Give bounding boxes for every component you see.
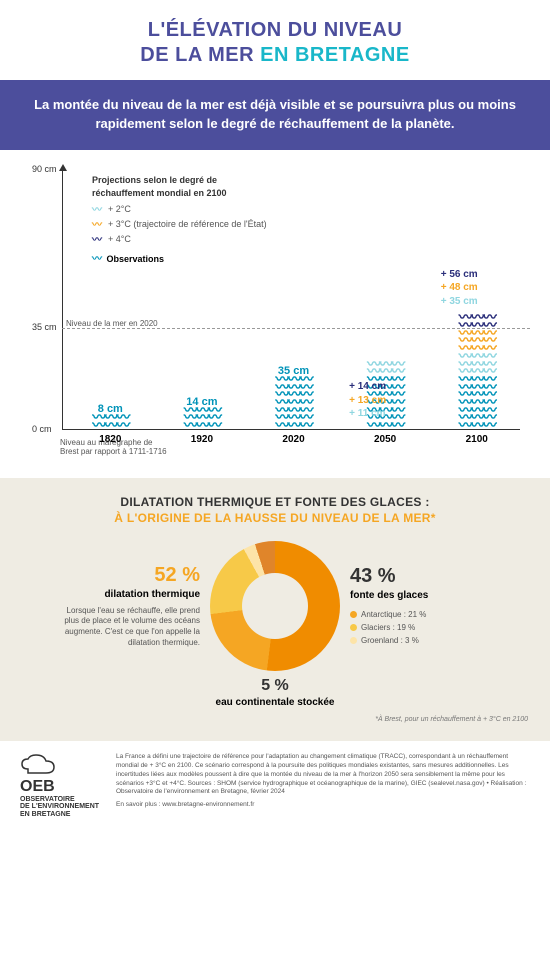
observations-text: Observations bbox=[107, 254, 165, 264]
footer-body: La France a défini une trajectoire de ré… bbox=[116, 753, 526, 795]
y-tick: 35 cm bbox=[32, 322, 57, 332]
proj-label: + 11 cm bbox=[349, 407, 386, 421]
y-axis bbox=[62, 170, 63, 430]
footer-more: En savoir plus : www.bretagne-environnem… bbox=[116, 801, 530, 810]
legend-item: 〰 + 2°C bbox=[92, 203, 267, 218]
ice-legend-item: Glaciers : 19 % bbox=[350, 622, 490, 635]
legend-dot bbox=[350, 637, 357, 644]
causes-title-line2: À L'ORIGINE DE LA HAUSSE DU NIVEAU DE LA… bbox=[22, 510, 528, 527]
year-label: 2050 bbox=[355, 434, 415, 445]
ice-label: fonte des glaces bbox=[350, 590, 490, 601]
donut-chart bbox=[210, 541, 340, 671]
wave-row: 〰〰〰 bbox=[459, 422, 495, 430]
donut-hole bbox=[242, 573, 308, 639]
legend-dot bbox=[350, 624, 357, 631]
donut-row: 52 % dilatation thermique Lorsque l'eau … bbox=[22, 541, 528, 671]
title-line1: L'ÉLÉVATION DU NIVEAU bbox=[148, 19, 403, 41]
wave-icon: 〰 bbox=[92, 203, 104, 218]
ice-pct: 43 % bbox=[350, 565, 490, 588]
wave-row: 〰〰〰 bbox=[92, 422, 128, 430]
baseline-label: Niveau de la mer en 2020 bbox=[66, 319, 158, 328]
continental-block: 5 % eau continentale stockée bbox=[22, 677, 528, 708]
legend-title: Projections selon le degré de réchauffem… bbox=[92, 174, 267, 201]
thermal-desc: Lorsque l'eau se réchauffe, elle prend p… bbox=[60, 606, 200, 649]
causes-section: DILATATION THERMIQUE ET FONTE DES GLACES… bbox=[0, 478, 550, 742]
title-line2a: DE LA MER bbox=[140, 44, 260, 66]
ice-legend-item: Antarctique : 21 % bbox=[350, 609, 490, 622]
footer-text: La France a défini une trajectoire de ré… bbox=[116, 753, 530, 810]
chart-area: Projections selon le degré de réchauffem… bbox=[62, 170, 520, 430]
subtitle-text: La montée du niveau de la mer est déjà v… bbox=[34, 97, 516, 131]
legend-text: + 3°C (trajectoire de référence de l'Éta… bbox=[108, 218, 267, 232]
wave-stack: 〰〰〰〰〰〰〰〰〰〰〰〰〰〰〰〰〰〰〰〰〰〰〰〰〰〰〰〰〰〰〰〰〰〰〰〰〰〰〰〰… bbox=[447, 314, 507, 429]
wave-icon: 〰 bbox=[92, 218, 104, 233]
legend-item: 〰 + 3°C (trajectoire de référence de l'Ét… bbox=[92, 218, 267, 233]
title-block: L'ÉLÉVATION DU NIVEAU DE LA MER EN BRETA… bbox=[0, 0, 550, 80]
proj-label: + 13 cm bbox=[349, 394, 386, 408]
wave-stack: 8 cm〰〰〰〰〰〰 bbox=[80, 406, 140, 429]
legend-text: + 2°C bbox=[108, 203, 131, 217]
observations-label: 〰 Observations bbox=[92, 250, 164, 265]
year-label: 2020 bbox=[264, 434, 324, 445]
ice-legend-text: Antarctique : 21 % bbox=[361, 610, 426, 619]
year-label: 1820 bbox=[80, 434, 140, 445]
wave-row: 〰〰〰 bbox=[276, 422, 312, 430]
wave-icon: 〰 bbox=[92, 233, 104, 248]
proj-label: + 14 cm bbox=[349, 380, 386, 394]
footer: OEB OBSERVATOIRE DE L'ENVIRONNEMENT EN B… bbox=[0, 741, 550, 834]
causes-title: DILATATION THERMIQUE ET FONTE DES GLACES… bbox=[22, 494, 528, 528]
asterisk-note: *À Brest, pour un réchauffement à + 3°C … bbox=[22, 716, 528, 723]
subtitle-band: La montée du niveau de la mer est déjà v… bbox=[0, 80, 550, 150]
chart-column: 35 cm〰〰〰〰〰〰〰〰〰〰〰〰〰〰〰〰〰〰〰〰〰2020 bbox=[264, 368, 324, 430]
thermal-label: dilatation thermique bbox=[60, 589, 200, 600]
proj-label: + 48 cm bbox=[441, 281, 478, 295]
year-label: 2100 bbox=[447, 434, 507, 445]
legend-item: 〰 + 4°C bbox=[92, 233, 267, 248]
continental-pct: 5 % bbox=[22, 677, 528, 695]
wave-row: 〰〰〰 bbox=[367, 422, 403, 430]
proj-label: + 35 cm bbox=[441, 295, 478, 309]
continental-label: eau continentale stockée bbox=[22, 697, 528, 708]
y-tick: 0 cm bbox=[32, 424, 52, 434]
thermal-pct: 52 % bbox=[60, 564, 200, 587]
chart-column: + 56 cm+ 48 cm+ 35 cm〰〰〰〰〰〰〰〰〰〰〰〰〰〰〰〰〰〰〰… bbox=[447, 314, 507, 429]
year-label: 1920 bbox=[172, 434, 232, 445]
chart-section: Projections selon le degré de réchauffem… bbox=[0, 150, 550, 466]
infographic-root: L'ÉLÉVATION DU NIVEAU DE LA MER EN BRETA… bbox=[0, 0, 550, 835]
thermal-block: 52 % dilatation thermique Lorsque l'eau … bbox=[60, 564, 200, 649]
ice-legend: Antarctique : 21 % Glaciers : 19 % Groenla… bbox=[350, 609, 490, 647]
proj-labels: + 14 cm+ 13 cm+ 11 cm bbox=[349, 380, 386, 421]
wave-stack: 14 cm〰〰〰〰〰〰〰〰〰 bbox=[172, 399, 232, 430]
proj-labels: + 56 cm+ 48 cm+ 35 cm bbox=[441, 268, 478, 309]
ice-block: 43 % fonte des glaces Antarctique : 21 %… bbox=[350, 565, 490, 647]
wave-row: 〰〰〰 bbox=[184, 422, 220, 430]
ice-legend-item: Groenland : 3 % bbox=[350, 635, 490, 648]
y-tick: 90 cm bbox=[32, 164, 57, 174]
logo-subtitle: OBSERVATOIRE DE L'ENVIRONNEMENT EN BRETA… bbox=[20, 796, 102, 819]
causes-title-line1: DILATATION THERMIQUE ET FONTE DES GLACES… bbox=[22, 494, 528, 511]
logo-text: OEB bbox=[20, 778, 102, 796]
ice-legend-text: Glaciers : 19 % bbox=[361, 623, 415, 632]
chart-column: 8 cm〰〰〰〰〰〰1820 bbox=[80, 406, 140, 429]
title-line2b: EN BRETAGNE bbox=[260, 44, 410, 66]
logo-block: OEB OBSERVATOIRE DE L'ENVIRONNEMENT EN B… bbox=[20, 753, 102, 818]
ice-legend-text: Groenland : 3 % bbox=[361, 636, 419, 645]
main-title: L'ÉLÉVATION DU NIVEAU DE LA MER EN BRETA… bbox=[20, 18, 530, 68]
chart-legend: Projections selon le degré de réchauffem… bbox=[92, 174, 267, 248]
legend-text: + 4°C bbox=[108, 233, 131, 247]
chart-column: 14 cm〰〰〰〰〰〰〰〰〰1920 bbox=[172, 399, 232, 430]
proj-label: + 56 cm bbox=[441, 268, 478, 282]
wave-stack: 35 cm〰〰〰〰〰〰〰〰〰〰〰〰〰〰〰〰〰〰〰〰〰 bbox=[264, 368, 324, 430]
chart-column: + 14 cm+ 13 cm+ 11 cm〰〰〰〰〰〰〰〰〰〰〰〰〰〰〰〰〰〰〰… bbox=[355, 361, 415, 430]
legend-dot bbox=[350, 611, 357, 618]
cloud-icon bbox=[20, 753, 56, 775]
wave-icon: 〰 bbox=[92, 250, 104, 265]
